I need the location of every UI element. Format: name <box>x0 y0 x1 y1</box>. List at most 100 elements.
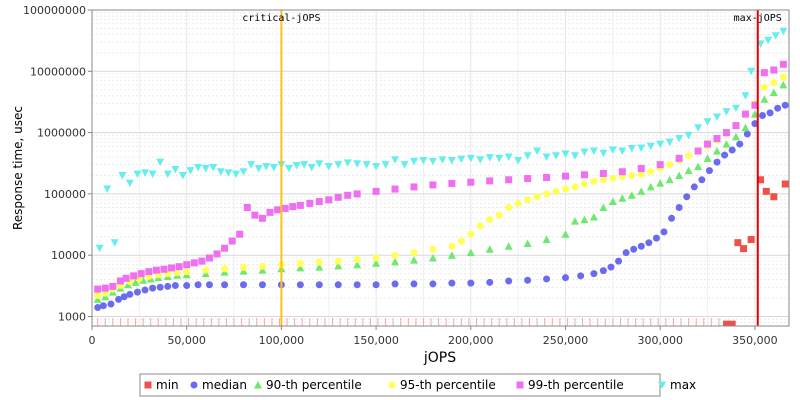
point-95-th-percentile <box>240 264 248 272</box>
legend: min median 90-th percentile 95-th percentil… <box>139 373 696 397</box>
point-95-th-percentile <box>183 268 191 276</box>
legend-swatch-99-th-percentile <box>516 381 524 389</box>
point-99-th-percentile <box>524 175 532 183</box>
y-tick-label: 1000000 <box>37 127 86 140</box>
point-90-th-percentile <box>570 217 579 225</box>
point-99-th-percentile <box>175 263 183 271</box>
point-max <box>485 154 494 162</box>
point-99-th-percentile <box>334 193 342 201</box>
point-95-th-percentile <box>666 161 674 169</box>
point-99-th-percentile <box>741 110 749 118</box>
point-95-th-percentile <box>524 196 532 204</box>
point-95-th-percentile <box>543 190 551 198</box>
point-90-th-percentile <box>722 140 731 148</box>
point-max <box>447 157 456 165</box>
point-99-th-percentile <box>152 266 160 274</box>
point-max <box>334 161 343 169</box>
point-max <box>171 166 180 174</box>
point-max <box>372 162 381 171</box>
point-90-th-percentile <box>334 261 343 270</box>
point-90-th-percentile <box>646 182 655 191</box>
point-max <box>457 155 466 164</box>
point-95-th-percentile <box>486 216 494 224</box>
point-99-th-percentile <box>205 254 213 262</box>
point-95-th-percentile <box>552 187 560 195</box>
point-95-th-percentile <box>637 170 645 178</box>
point-median <box>505 277 513 285</box>
point-median <box>429 280 437 288</box>
point-max <box>201 164 210 173</box>
point-99-th-percentile <box>266 208 274 216</box>
point-median <box>133 288 141 296</box>
point-max <box>292 162 301 170</box>
point-max <box>504 153 513 161</box>
point-max <box>741 92 750 100</box>
point-95-th-percentile <box>221 265 229 273</box>
point-90-th-percentile <box>703 154 712 162</box>
point-95-th-percentile <box>258 262 266 270</box>
point-95-th-percentile <box>296 260 304 268</box>
point-median <box>675 204 683 212</box>
point-95-th-percentile <box>647 168 655 176</box>
point-median <box>721 151 729 159</box>
point-95-th-percentile <box>779 73 787 81</box>
point-99-th-percentile <box>281 204 289 212</box>
point-99-th-percentile <box>94 285 102 293</box>
point-median <box>698 176 706 184</box>
series-max <box>95 27 788 253</box>
point-max <box>247 161 256 169</box>
point-max <box>570 152 579 160</box>
point-max <box>747 67 756 76</box>
point-max <box>731 104 740 113</box>
x-tick-label: 150,000 <box>353 334 399 347</box>
point-90-th-percentile <box>779 80 788 89</box>
point-90-th-percentile <box>694 162 703 170</box>
point-median <box>221 281 229 289</box>
point-median <box>448 279 456 287</box>
point-99-th-percentile <box>251 211 259 219</box>
point-95-th-percentile <box>495 211 503 219</box>
point-90-th-percentile <box>93 295 102 303</box>
y-tick-label: 1000 <box>58 311 86 324</box>
point-max <box>694 124 703 132</box>
point-max <box>262 162 271 171</box>
legend-swatch-95-th-percentile <box>388 381 396 389</box>
point-95-th-percentile <box>628 171 636 179</box>
point-max <box>684 131 693 140</box>
point-99-th-percentile <box>325 196 333 204</box>
point-90-th-percentile <box>731 132 740 141</box>
point-max <box>284 164 293 173</box>
point-99-th-percentile <box>779 60 787 68</box>
marker-lines: critical-jOPS max-jOPS <box>242 10 782 326</box>
point-99-th-percentile <box>109 282 117 290</box>
point-max <box>163 170 172 179</box>
point-95-th-percentile <box>760 83 768 91</box>
point-99-th-percentile <box>289 203 297 211</box>
point-median <box>141 286 149 294</box>
point-max <box>209 163 218 172</box>
point-95-th-percentile <box>533 193 541 201</box>
point-99-th-percentile <box>160 265 168 273</box>
point-max <box>618 147 627 156</box>
point-median <box>149 284 157 292</box>
point-99-th-percentile <box>448 179 456 187</box>
point-median <box>766 109 774 117</box>
point-95-th-percentile <box>173 269 181 277</box>
point-90-th-percentile <box>637 187 646 195</box>
point-median <box>690 183 698 191</box>
point-99-th-percentile <box>145 268 153 276</box>
point-90-th-percentile <box>656 179 665 187</box>
point-median <box>758 112 766 120</box>
point-median <box>577 272 585 280</box>
point-max <box>353 160 362 168</box>
point-90-th-percentile <box>769 88 778 97</box>
point-min <box>757 176 765 184</box>
point-median <box>736 140 744 148</box>
point-median <box>622 249 630 257</box>
point-median <box>240 281 248 289</box>
point-90-th-percentile <box>296 263 305 272</box>
point-max <box>589 147 598 156</box>
point-max <box>156 158 165 167</box>
legend-label-95-th-percentile: 95-th percentile <box>400 378 496 392</box>
point-95-th-percentile <box>514 199 522 207</box>
